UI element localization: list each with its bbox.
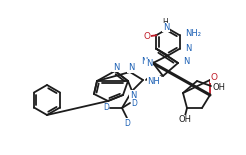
Text: NH: NH	[148, 77, 160, 86]
Text: NH₂: NH₂	[185, 29, 201, 38]
Text: N: N	[163, 23, 169, 32]
Text: OH: OH	[213, 84, 226, 93]
Text: N: N	[142, 57, 148, 66]
Text: O: O	[211, 73, 217, 82]
Text: N: N	[128, 64, 134, 73]
Text: H: H	[162, 18, 168, 27]
Text: N: N	[130, 91, 136, 100]
Text: D: D	[124, 119, 130, 128]
Text: OH: OH	[179, 115, 191, 124]
Text: D: D	[131, 98, 137, 108]
Text: N: N	[146, 60, 152, 69]
Text: N: N	[113, 62, 119, 71]
Text: N: N	[185, 44, 191, 53]
Text: N: N	[183, 57, 189, 66]
Text: O: O	[144, 32, 151, 41]
Text: D: D	[103, 104, 109, 113]
